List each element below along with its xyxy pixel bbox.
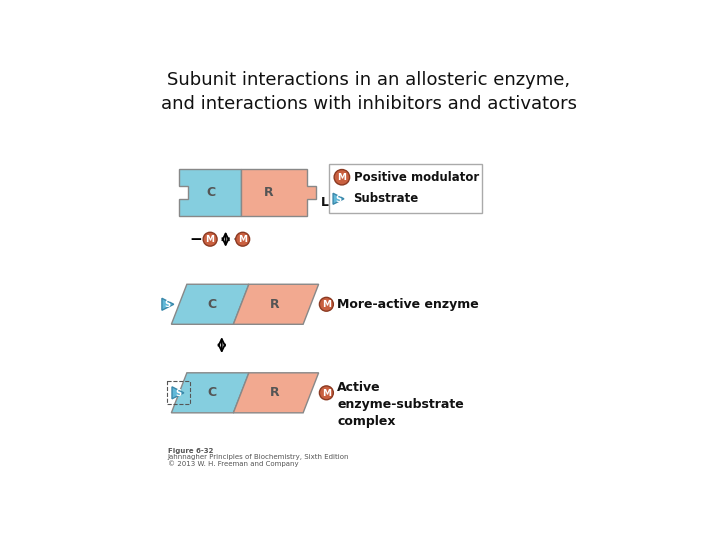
Text: Substrate: Substrate: [354, 192, 419, 205]
Polygon shape: [172, 387, 184, 399]
Text: C: C: [207, 186, 216, 199]
Text: S: S: [165, 300, 171, 309]
Polygon shape: [171, 373, 249, 413]
Polygon shape: [171, 284, 249, 325]
Text: Figure 6-32: Figure 6-32: [168, 448, 213, 454]
Circle shape: [320, 386, 333, 400]
Text: M: M: [322, 300, 331, 309]
Circle shape: [203, 232, 217, 246]
Text: Subunit interactions in an allosteric enzyme,
and interactions with inhibitors a: Subunit interactions in an allosteric en…: [161, 71, 577, 112]
Text: C: C: [207, 386, 216, 399]
Text: S: S: [175, 389, 181, 397]
Text: More-active enzyme: More-active enzyme: [337, 298, 479, 311]
Text: R: R: [270, 298, 280, 311]
Polygon shape: [233, 284, 319, 325]
Polygon shape: [179, 168, 241, 217]
Text: Active
enzyme-substrate
complex: Active enzyme-substrate complex: [337, 381, 464, 428]
Text: Less-active enzyme: Less-active enzyme: [321, 195, 459, 208]
FancyBboxPatch shape: [330, 164, 482, 213]
Text: C: C: [207, 298, 216, 311]
Text: M: M: [206, 235, 215, 244]
Text: © 2013 W. H. Freeman and Company: © 2013 W. H. Freeman and Company: [168, 461, 298, 467]
Polygon shape: [233, 373, 319, 413]
Text: Jahnnagher Principles of Biochemistry, Sixth Edition: Jahnnagher Principles of Biochemistry, S…: [168, 455, 349, 461]
Text: M: M: [322, 389, 331, 397]
Text: +: +: [233, 232, 246, 247]
Polygon shape: [162, 298, 174, 310]
Text: S: S: [336, 194, 341, 204]
Text: R: R: [264, 186, 274, 199]
Text: R: R: [270, 386, 280, 399]
Polygon shape: [333, 193, 344, 204]
Circle shape: [235, 232, 250, 246]
Circle shape: [320, 298, 333, 311]
Text: −: −: [189, 232, 202, 247]
Polygon shape: [241, 168, 315, 217]
Text: Positive modulator: Positive modulator: [354, 171, 479, 184]
Circle shape: [334, 170, 350, 185]
Text: M: M: [238, 235, 247, 244]
Text: M: M: [338, 173, 346, 182]
